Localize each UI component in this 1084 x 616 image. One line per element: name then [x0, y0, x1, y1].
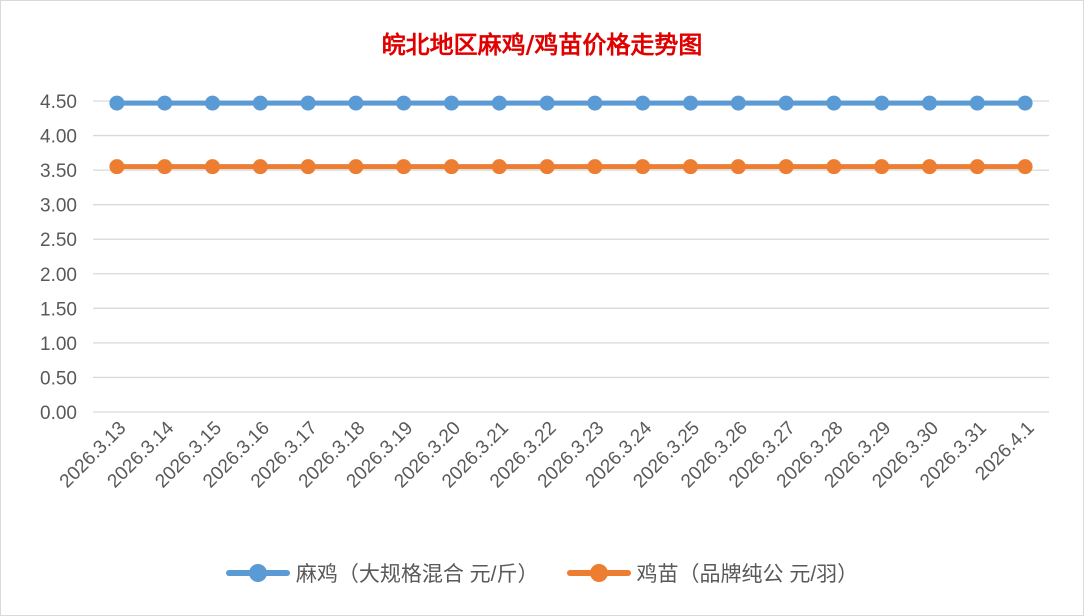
y-tick-label: 4.50	[40, 92, 77, 113]
data-point	[157, 95, 173, 111]
data-point	[587, 159, 603, 175]
data-point	[922, 159, 937, 175]
data-point	[300, 95, 316, 111]
data-point	[252, 95, 268, 111]
data-point	[348, 95, 364, 111]
data-point	[396, 95, 412, 111]
y-tick-label: 4.00	[40, 127, 77, 148]
data-point	[109, 159, 125, 175]
legend-swatch	[225, 564, 290, 582]
data-point	[205, 95, 220, 111]
legend-item-jimiao: 鸡苗（品牌纯公 元/羽）	[566, 558, 859, 588]
y-tick-label: 1.50	[40, 299, 77, 320]
data-point	[635, 95, 651, 111]
y-tick-label: 1.00	[40, 334, 77, 355]
y-tick-label: 3.00	[40, 196, 77, 217]
data-point	[1017, 95, 1033, 111]
data-point	[826, 95, 842, 111]
data-point	[252, 159, 268, 175]
y-tick-label: 3.50	[40, 161, 77, 182]
legend-label: 鸡苗（品牌纯公 元/羽）	[636, 563, 859, 586]
data-point	[539, 159, 555, 175]
data-point	[635, 159, 651, 175]
data-point	[539, 95, 555, 111]
data-point	[491, 159, 507, 175]
legend-swatch	[566, 564, 631, 582]
data-point	[587, 95, 603, 111]
data-point	[874, 95, 890, 111]
legend: 麻鸡（大规格混合 元/斤） 鸡苗（品牌纯公 元/羽）	[1, 558, 1083, 588]
data-point	[683, 159, 698, 175]
data-point	[109, 95, 125, 111]
data-point	[1017, 159, 1033, 175]
data-point	[730, 159, 746, 175]
data-point	[778, 159, 794, 175]
data-point	[730, 95, 746, 111]
data-point	[157, 159, 173, 175]
y-tick-label: 2.50	[40, 230, 77, 251]
data-point	[969, 159, 985, 175]
data-point	[683, 95, 698, 111]
data-point	[874, 159, 890, 175]
y-tick-label: 2.00	[40, 265, 77, 286]
data-point	[300, 159, 316, 175]
data-point	[491, 95, 507, 111]
data-point	[969, 95, 985, 111]
data-point	[826, 159, 842, 175]
data-point	[348, 159, 364, 175]
data-point	[396, 159, 412, 175]
legend-item-maji: 麻鸡（大规格混合 元/斤）	[225, 558, 539, 588]
data-point	[444, 95, 459, 111]
data-point	[922, 95, 937, 111]
chart-title: 皖北地区麻鸡/鸡苗价格走势图	[381, 30, 703, 59]
data-point	[444, 159, 459, 175]
data-point	[778, 95, 794, 111]
y-tick-label: 0.00	[40, 403, 77, 424]
y-tick-label: 0.50	[40, 368, 77, 389]
data-point	[205, 159, 220, 175]
legend-label: 麻鸡（大规格混合 元/斤）	[295, 563, 539, 586]
